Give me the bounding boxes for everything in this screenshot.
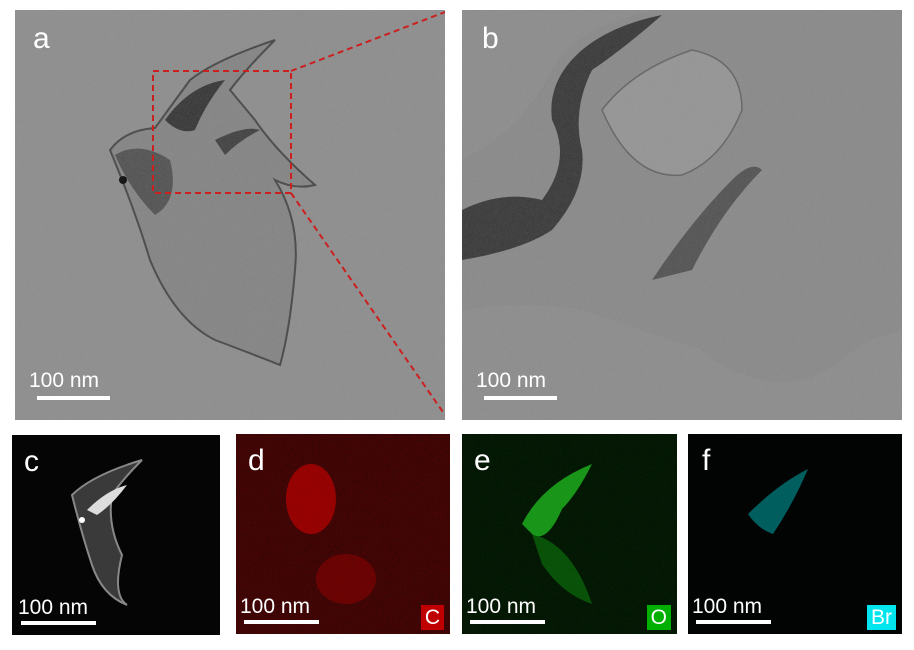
scale-bar-b [484, 396, 557, 400]
scale-bar-label-e: 100 nm [466, 595, 537, 618]
scale-bar-a [37, 396, 110, 400]
scale-bar-c [21, 621, 96, 625]
flake-image-b [462, 10, 902, 420]
scale-bar-e [470, 620, 545, 624]
element-badge-c: C [420, 604, 444, 630]
carbon-map-image [236, 434, 450, 634]
panel-label-a: a [33, 22, 50, 55]
flake-image-c [70, 459, 143, 606]
flake-image-a [15, 10, 445, 420]
panel-label-f: f [702, 444, 711, 477]
oxygen-map-image [462, 434, 677, 634]
scale-bar-label-c: 100 nm [18, 596, 89, 619]
panel-label-e: e [474, 444, 491, 477]
panel-f-bromine-map: f 100 nm Br [688, 434, 902, 634]
panel-label-d: d [248, 444, 265, 477]
scale-bar-label-d: 100 nm [240, 595, 311, 618]
scale-bar-d [244, 620, 319, 624]
scale-bar-f [696, 620, 771, 624]
scale-bar-label-b: 100 nm [476, 369, 547, 392]
panel-d-carbon-map: d 100 nm C [236, 434, 450, 634]
panel-label-b: b [482, 22, 499, 55]
panel-b-tem-image: b 100 nm [462, 10, 902, 420]
element-badge-br: Br [867, 604, 896, 630]
panel-e-oxygen-map: e 100 nm O [462, 434, 677, 634]
scale-bar-label-a: 100 nm [29, 369, 100, 392]
scale-bar-label-f: 100 nm [692, 595, 763, 618]
panel-a-tem-image: a 100 nm [15, 10, 445, 420]
panel-label-c: c [24, 445, 39, 478]
panel-c-haadf-image: c 100 nm [12, 435, 220, 635]
element-badge-o: O [646, 604, 671, 630]
bromine-map-image [688, 434, 902, 634]
